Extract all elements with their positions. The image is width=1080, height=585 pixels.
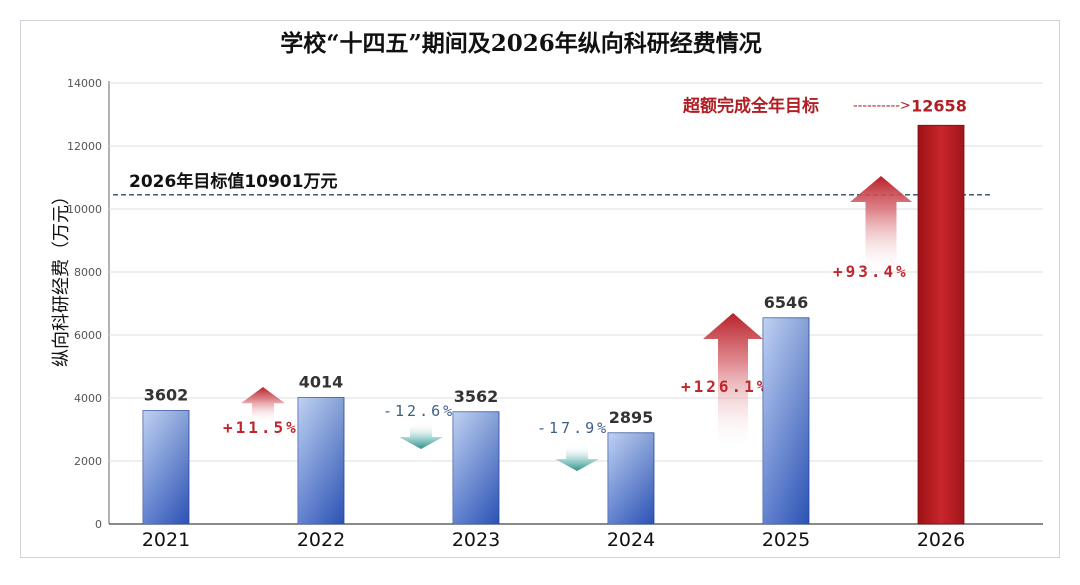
x-tick-labels: 2021 2022 2023 2024 2025 2026 xyxy=(142,529,965,551)
exceed-annotation: 超额完成全年目标 ----------> xyxy=(683,95,911,116)
y-tick-label: 6000 xyxy=(74,329,102,342)
bar-shading xyxy=(298,397,344,524)
bar-value-label: 12658 xyxy=(911,96,967,115)
bar-value-label: 4014 xyxy=(299,373,344,392)
bar-value-label: 6546 xyxy=(764,293,809,312)
bar-shading xyxy=(453,411,499,524)
change-label: -12.6% xyxy=(383,402,455,420)
change-label: +93.4% xyxy=(833,262,909,281)
x-tick-label: 2024 xyxy=(607,529,655,551)
x-tick-label: 2026 xyxy=(917,529,965,551)
chart-title: 学校“十四五”期间及2026年纵向科研经费情况 xyxy=(280,30,761,57)
exceed-target-label: 超额完成全年目标 xyxy=(683,95,819,116)
exceed-arrow: ----------> xyxy=(853,98,911,113)
y-tick-label: 2000 xyxy=(74,455,102,468)
bar-shading xyxy=(608,432,654,524)
y-tick-label: 0 xyxy=(95,518,102,531)
y-tick-label: 12000 xyxy=(67,140,102,153)
down-arrow-icon xyxy=(555,445,599,471)
x-tick-label: 2022 xyxy=(297,529,345,551)
x-tick-label: 2021 xyxy=(142,529,190,551)
bar-shading xyxy=(763,317,809,524)
change-label: -17.9% xyxy=(537,419,609,437)
target-line-label: 2026年目标值10901万元 xyxy=(129,171,337,192)
bar-value-label: 3602 xyxy=(144,386,189,405)
up-arrow-icon xyxy=(850,176,912,276)
target-line-group: 2026年目标值10901万元 xyxy=(113,171,991,196)
x-tick-label: 2023 xyxy=(452,529,500,551)
x-tick-label: 2025 xyxy=(762,529,810,551)
change-arrows: +11.5% -12.6% -17.9% +126.1% +93.4% xyxy=(223,176,912,471)
y-tick-labels: 0 2000 4000 6000 8000 10000 12000 14000 xyxy=(67,77,102,531)
chart-frame: 学校“十四五”期间及2026年纵向科研经费情况 纵向科研经费（万元） 0 2000… xyxy=(20,20,1060,558)
bar-value-label: 3562 xyxy=(454,387,499,406)
down-arrow-icon xyxy=(399,423,443,449)
y-tick-label: 4000 xyxy=(74,392,102,405)
y-tick-label: 14000 xyxy=(67,77,102,90)
change-label: +126.1% xyxy=(681,377,769,396)
bar-value-label: 2895 xyxy=(609,408,654,427)
y-tick-label: 8000 xyxy=(74,266,102,279)
up-arrow-icon xyxy=(241,387,285,423)
y-tick-label: 10000 xyxy=(67,203,102,216)
change-label: +11.5% xyxy=(223,418,299,437)
bar-2026 xyxy=(917,124,965,525)
bars: 3602 4014 3562 2895 6546 12658 xyxy=(142,96,967,525)
y-axis-label: 纵向科研经费（万元） xyxy=(51,187,72,367)
bar-chart: 学校“十四五”期间及2026年纵向科研经费情况 纵向科研经费（万元） 0 2000… xyxy=(51,30,1043,551)
up-arrow-icon xyxy=(703,313,763,451)
bar-shading xyxy=(143,410,189,524)
